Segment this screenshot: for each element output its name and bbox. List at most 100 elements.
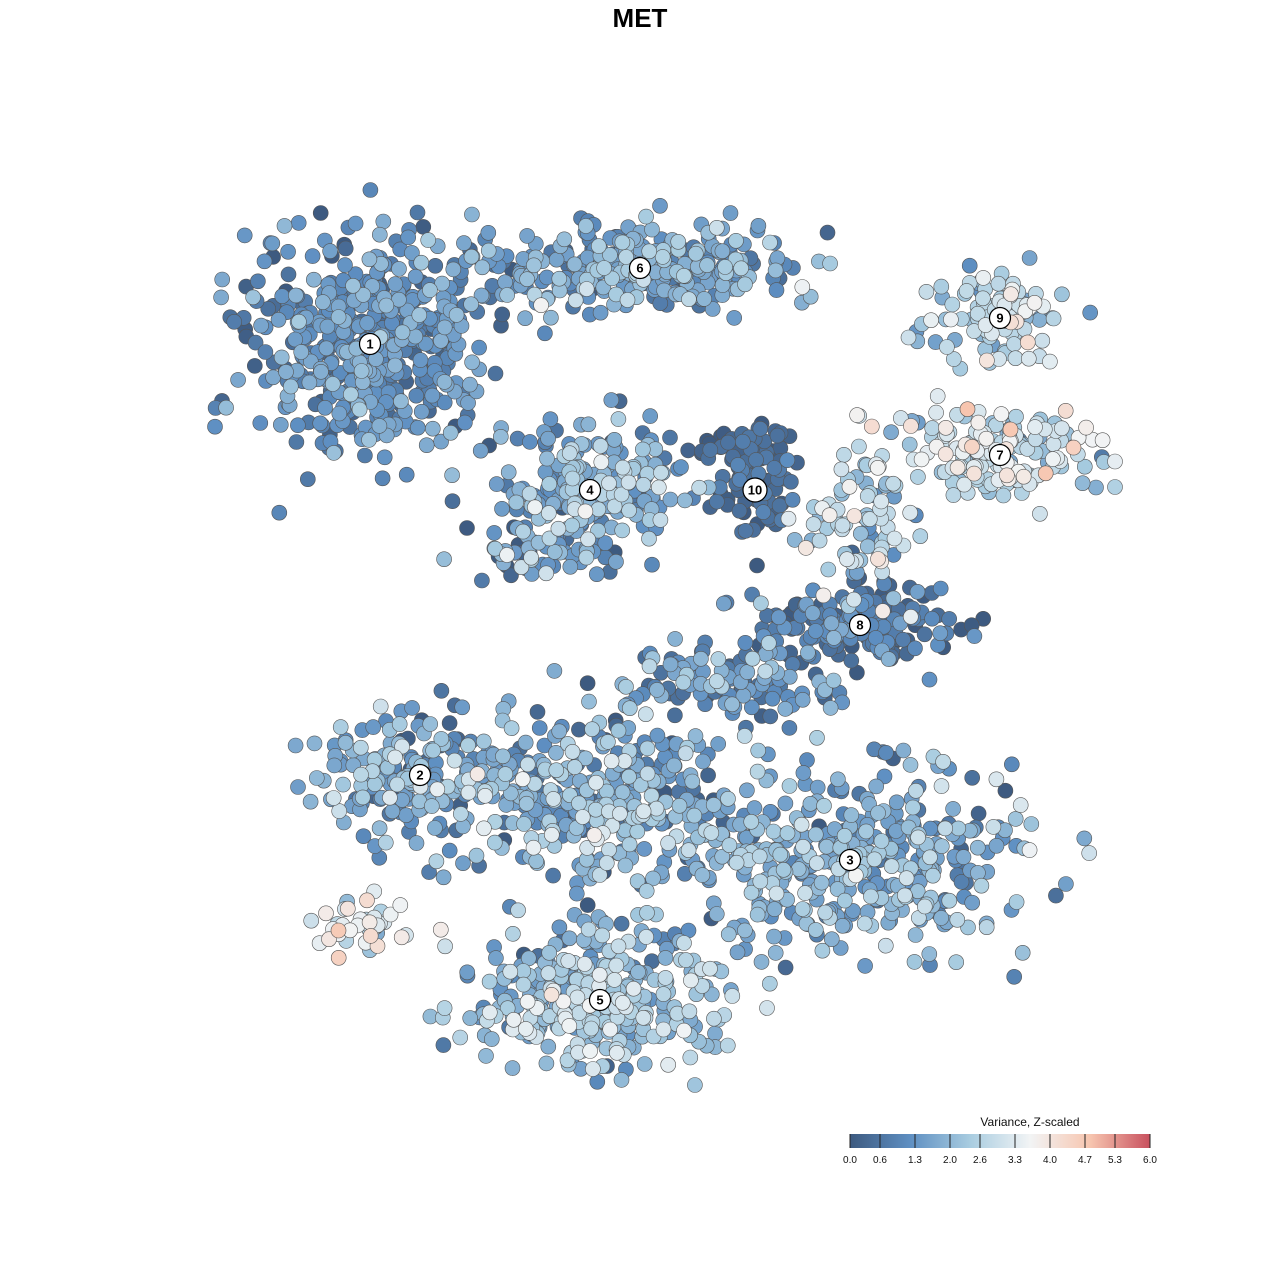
- data-point: [519, 993, 536, 1010]
- data-point: [1031, 312, 1048, 328]
- data-point: [780, 510, 797, 527]
- data-point: [355, 828, 372, 845]
- data-point: [678, 952, 694, 968]
- data-point: [357, 447, 373, 464]
- data-point: [612, 805, 628, 822]
- data-point: [975, 270, 992, 286]
- data-point: [318, 905, 334, 922]
- data-point: [823, 615, 840, 632]
- data-point: [446, 752, 463, 769]
- data-point: [635, 476, 652, 493]
- data-point: [332, 719, 349, 735]
- data-point: [681, 1003, 698, 1020]
- data-point: [975, 290, 991, 307]
- cluster-label-circle: [988, 443, 1012, 467]
- data-point: [902, 757, 919, 773]
- data-point: [353, 766, 369, 783]
- data-point: [574, 809, 591, 825]
- data-point: [597, 535, 614, 551]
- data-point: [1015, 468, 1032, 485]
- data-point: [460, 395, 476, 411]
- data-point: [859, 488, 876, 504]
- data-point: [596, 260, 612, 276]
- data-point: [318, 340, 335, 357]
- data-point: [1065, 439, 1082, 456]
- data-point: [821, 507, 838, 524]
- data-point: [437, 938, 453, 955]
- cluster-label-text: 4: [586, 483, 594, 498]
- data-point: [468, 847, 485, 864]
- cluster-label-circle: [988, 306, 1012, 330]
- cluster-label-8: 8: [848, 613, 872, 637]
- data-point: [902, 504, 919, 521]
- data-point: [750, 218, 767, 234]
- data-point: [783, 473, 799, 490]
- data-point: [1007, 350, 1024, 367]
- data-point: [528, 853, 545, 870]
- data-point: [1077, 458, 1093, 475]
- data-point: [638, 929, 655, 945]
- data-point: [676, 935, 692, 951]
- data-point: [1027, 419, 1043, 435]
- data-point: [670, 234, 687, 250]
- data-point: [592, 438, 609, 454]
- data-point: [808, 855, 825, 872]
- data-point: [543, 309, 559, 326]
- data-point: [376, 449, 393, 466]
- data-point: [684, 773, 701, 790]
- data-point: [580, 921, 597, 938]
- data-point: [705, 797, 722, 813]
- data-point: [392, 897, 409, 913]
- data-point: [629, 873, 646, 890]
- data-point: [676, 267, 692, 284]
- data-point: [969, 839, 986, 856]
- data-point: [863, 888, 879, 905]
- data-point: [708, 220, 725, 236]
- data-point: [452, 806, 469, 822]
- data-point: [653, 464, 669, 481]
- data-point: [492, 428, 509, 445]
- data-point: [717, 259, 733, 275]
- data-point: [649, 682, 665, 698]
- data-point: [790, 861, 807, 877]
- data-point: [418, 437, 435, 454]
- data-point: [424, 387, 441, 404]
- data-point: [719, 1037, 736, 1054]
- data-point: [391, 261, 407, 277]
- data-point: [550, 520, 567, 537]
- data-point: [272, 416, 289, 433]
- data-point: [970, 414, 987, 431]
- data-point: [867, 630, 884, 646]
- data-point: [652, 198, 668, 214]
- data-point: [394, 324, 411, 341]
- data-point: [817, 904, 834, 921]
- data-point: [941, 611, 958, 627]
- data-point: [614, 234, 631, 251]
- data-point: [768, 885, 785, 902]
- data-point: [641, 530, 657, 547]
- data-point: [614, 522, 631, 539]
- data-point: [970, 805, 987, 822]
- data-point: [551, 919, 568, 936]
- data-point: [230, 372, 246, 388]
- data-point: [964, 769, 981, 786]
- data-point: [613, 1072, 630, 1088]
- data-point: [841, 478, 858, 495]
- data-point: [541, 476, 558, 492]
- data-point: [218, 399, 234, 416]
- data-point: [308, 770, 325, 786]
- data-point: [542, 411, 559, 428]
- data-point: [765, 823, 782, 840]
- data-point: [762, 234, 778, 251]
- data-point: [407, 268, 424, 285]
- data-point: [767, 945, 784, 961]
- data-point: [1006, 968, 1023, 985]
- data-point: [422, 282, 438, 298]
- data-point: [822, 700, 839, 716]
- data-point: [1074, 475, 1091, 492]
- data-point: [880, 651, 897, 667]
- data-point: [650, 479, 667, 496]
- data-point: [1045, 310, 1062, 327]
- data-point: [933, 778, 950, 794]
- data-point: [603, 753, 620, 769]
